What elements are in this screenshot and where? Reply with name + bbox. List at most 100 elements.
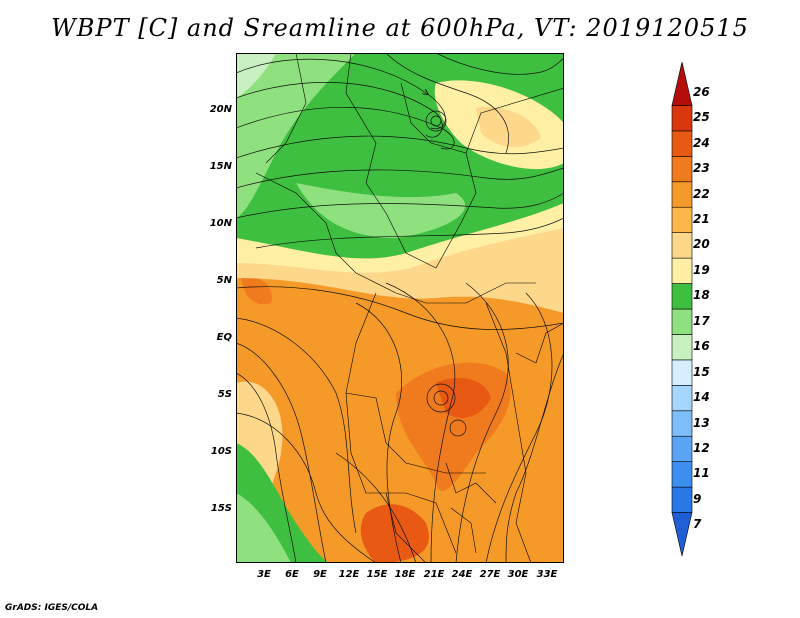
color-bar-segment — [671, 334, 693, 361]
lat-label: 15S — [210, 503, 232, 514]
color-bar-label: 17 — [693, 313, 710, 328]
color-bar-segment — [671, 257, 693, 284]
streamline — [236, 412, 377, 563]
color-bar-label: 19 — [693, 262, 710, 277]
streamline — [236, 82, 443, 138]
lon-label: 15E — [366, 569, 388, 580]
border — [450, 507, 477, 554]
streamline — [236, 342, 327, 563]
color-bar-segment — [671, 308, 693, 335]
color-bar-label: 22 — [693, 186, 710, 201]
streamline — [236, 286, 564, 330]
streamline — [236, 58, 446, 130]
color-bar-segment — [671, 156, 693, 183]
border — [485, 302, 532, 563]
lat-label: 20N — [209, 104, 232, 115]
lat-label: 5N — [216, 275, 232, 286]
lat-label: EQ — [216, 332, 232, 343]
lon-label: 9E — [313, 569, 327, 580]
streamline — [255, 217, 564, 249]
color-bar-label: 12 — [693, 440, 710, 455]
temp-zone-16-nw — [236, 53, 276, 98]
color-bar-segment — [671, 410, 693, 437]
lat-label: 10S — [210, 446, 232, 457]
streamline — [236, 167, 564, 189]
color-bar-label: 7 — [693, 517, 702, 532]
color-bar-label: 25 — [693, 110, 710, 125]
lon-label: 18E — [394, 569, 416, 580]
color-bar-segment — [671, 512, 693, 557]
temp-zone-20-ne — [476, 107, 541, 148]
border — [345, 53, 437, 269]
color-bar-segment — [671, 232, 693, 259]
color-bar-label: 20 — [693, 237, 710, 252]
temp-zone-16-north — [236, 53, 356, 218]
lon-label: 21E — [423, 569, 445, 580]
border — [265, 53, 307, 164]
temp-zone-16-sw — [236, 493, 291, 563]
lat-label: 5S — [217, 389, 232, 400]
border — [400, 82, 564, 154]
streamline — [236, 372, 297, 563]
streamline — [236, 192, 564, 219]
temp-zone-19-north — [236, 203, 564, 273]
border — [445, 462, 497, 504]
vortex-north — [425, 110, 447, 132]
color-bar-label: 16 — [693, 339, 710, 354]
lon-label: 33E — [536, 569, 558, 580]
streamline — [385, 53, 509, 154]
color-bar-segment — [671, 461, 693, 488]
vortex-north — [430, 115, 442, 127]
streamline — [236, 317, 357, 534]
temp-zone-23-west — [241, 277, 272, 305]
lon-label: 3E — [257, 569, 271, 580]
lon-label: 12E — [338, 569, 360, 580]
color-bar-segment — [671, 130, 693, 157]
color-bar-segment — [671, 61, 693, 106]
color-bar-label: 21 — [693, 211, 710, 226]
color-bar-label: 13 — [693, 415, 710, 430]
border — [385, 492, 427, 563]
color-bar-segment — [671, 435, 693, 462]
streamline — [455, 282, 509, 563]
color-bar-segment — [671, 105, 693, 132]
color-bar-label: 23 — [693, 161, 710, 176]
color-bar-label: 11 — [693, 466, 710, 481]
lon-label: 30E — [507, 569, 529, 580]
border — [255, 172, 357, 274]
wbpt-streamline-map — [236, 53, 564, 563]
vortex-south — [433, 390, 449, 406]
lon-label: 24E — [451, 569, 473, 580]
streamline — [505, 352, 564, 563]
color-bar-segment — [671, 359, 693, 386]
lon-label: 27E — [479, 569, 501, 580]
color-bar-segment — [671, 486, 693, 513]
border — [515, 322, 564, 364]
vortex-south — [449, 419, 467, 437]
streamline — [485, 292, 553, 563]
temp-zone-16-mid — [296, 183, 466, 238]
color-bar-label: 24 — [693, 135, 710, 150]
color-bar-segment — [671, 206, 693, 233]
streamlines — [236, 53, 564, 563]
temp-zone-24-south — [360, 504, 429, 563]
country-borders — [255, 53, 564, 563]
color-bar-label: 15 — [693, 364, 710, 379]
streamline — [385, 282, 456, 563]
lat-label: 15N — [209, 161, 232, 172]
streamline — [435, 53, 564, 75]
color-bar-label: 26 — [693, 84, 710, 99]
border — [355, 272, 536, 304]
border — [345, 292, 486, 474]
border — [435, 152, 477, 269]
vortex-south — [426, 383, 456, 413]
color-bar — [671, 61, 693, 557]
color-bar-segment — [671, 283, 693, 310]
color-bar-label: 18 — [693, 288, 710, 303]
footer-credit: GrADS: IGES/COLA — [5, 603, 99, 613]
streamline — [236, 135, 564, 159]
color-bar-label: 14 — [693, 390, 710, 405]
color-bar-segment — [671, 385, 693, 412]
lat-label: 10N — [209, 218, 232, 229]
color-bar-label: 9 — [693, 491, 702, 506]
